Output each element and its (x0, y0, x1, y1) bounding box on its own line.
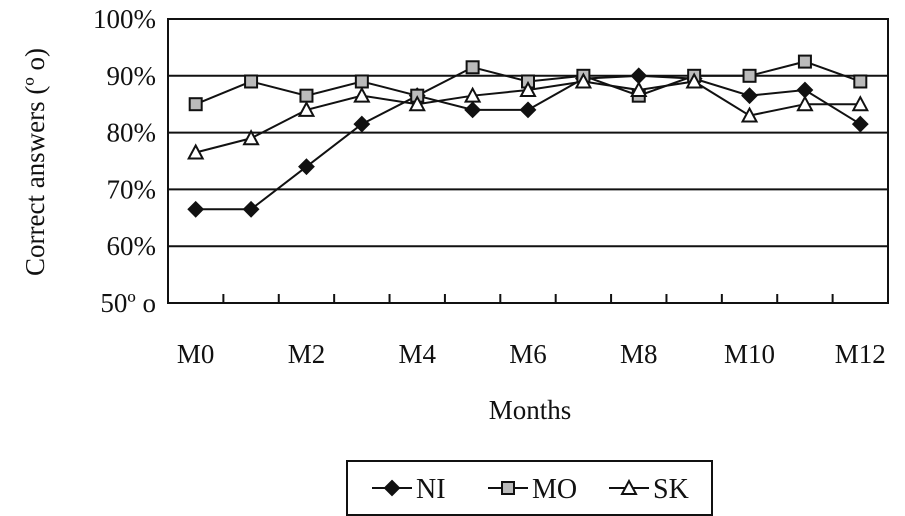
data-point-mo (465, 60, 480, 75)
data-point-ni (796, 81, 814, 99)
legend-label-sk: SK (653, 474, 689, 505)
data-point-ni (630, 67, 648, 85)
legend-label-mo: MO (532, 474, 577, 505)
plot-area (167, 18, 889, 304)
data-point-sk (851, 95, 869, 112)
x-axis-title: Months (489, 395, 572, 425)
data-point-sk (463, 86, 482, 103)
data-point-mo (299, 88, 314, 103)
data-point-mo (354, 74, 369, 89)
x-tick-label: M12 (835, 339, 886, 369)
data-point-sk (685, 72, 703, 89)
data-point-sk (242, 129, 260, 146)
y-axis-title: Correct answers (º o) (20, 48, 50, 276)
legend-label-ni: NI (416, 474, 446, 505)
legend-marker-mo (501, 481, 515, 495)
x-tick-label: M4 (398, 339, 436, 369)
x-tick-label: M10 (724, 339, 775, 369)
y-tick-label: 70% (107, 174, 157, 204)
series-ni (187, 67, 869, 218)
x-tick-label: M8 (620, 339, 658, 369)
data-point-ni (464, 101, 482, 119)
data-point-mo (742, 68, 757, 83)
data-point-sk (740, 106, 759, 123)
legend-item-ni: NI (372, 474, 446, 505)
data-point-ni (353, 115, 371, 133)
grid-lines (168, 74, 888, 248)
data-point-mo (244, 74, 259, 89)
data-point-ni (298, 158, 315, 176)
y-tick-label: 90% (107, 61, 157, 91)
data-point-sk (796, 95, 814, 112)
x-tick-label: M0 (177, 339, 215, 369)
data-point-sk (187, 143, 205, 160)
data-point-ni (187, 200, 205, 218)
data-point-mo (188, 97, 203, 112)
series-sk (187, 72, 869, 160)
data-point-sk (519, 80, 537, 97)
y-tick-label: 80% (107, 118, 157, 148)
legend: NI MO SK (346, 460, 713, 516)
data-point-ni (741, 87, 758, 105)
series-lines (187, 54, 869, 218)
data-point-ni (519, 101, 537, 119)
data-point-mo (853, 74, 868, 89)
y-axis-tick-labels: 50º o 60% 70% 80% 90% 100% (93, 4, 156, 318)
data-point-mo (797, 54, 812, 69)
legend-marker-sk (620, 478, 638, 495)
y-tick-label: 60% (107, 231, 157, 261)
data-point-sk (630, 80, 648, 97)
data-point-ni (242, 200, 260, 218)
x-tick-label: M6 (509, 339, 547, 369)
x-tick-label: M2 (288, 339, 326, 369)
data-point-sk (574, 72, 593, 89)
data-point-sk (408, 95, 426, 112)
data-point-ni (851, 115, 869, 133)
legend-item-sk: SK (609, 474, 689, 505)
y-tick-label: 100% (93, 4, 156, 34)
data-point-sk (297, 100, 316, 117)
data-point-sk (353, 86, 371, 103)
legend-marker-ni (383, 479, 401, 497)
x-axis-ticks (222, 294, 834, 303)
y-tick-label: 50º o (100, 288, 156, 318)
x-axis-tick-labels: M0 M2 M4 M6 M8 M10 M12 (177, 339, 886, 369)
legend-item-mo: MO (488, 474, 577, 505)
